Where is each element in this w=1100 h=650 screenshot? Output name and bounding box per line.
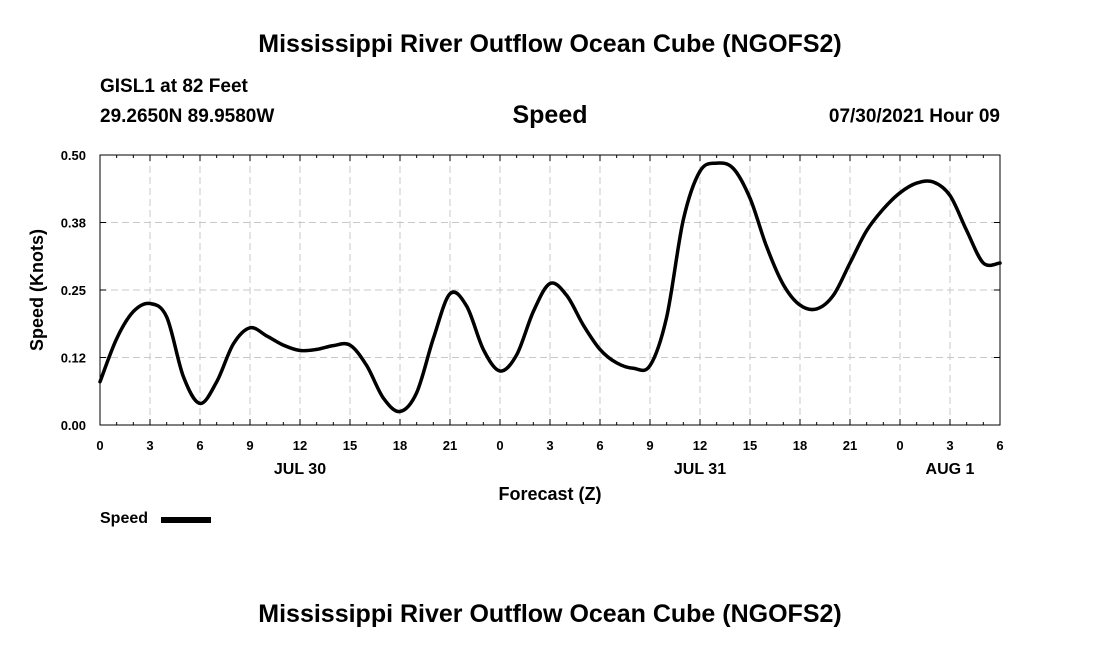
footer-title: Mississippi River Outflow Ocean Cube (NG…: [258, 600, 842, 628]
x-tick-label: 6: [596, 438, 603, 453]
x-tick-label: 6: [996, 438, 1003, 453]
x-tick-label: 3: [146, 438, 153, 453]
station-label: GISL1 at 82 Feet: [100, 76, 248, 97]
x-tick-label: 15: [743, 438, 757, 453]
legend-label: Speed: [100, 510, 149, 527]
x-tick-label: 0: [496, 438, 503, 453]
variable-title: Speed: [512, 101, 588, 129]
series-layer: [98, 161, 1002, 414]
x-tick-label: 12: [293, 438, 307, 453]
x-tick-label: 3: [946, 438, 953, 453]
x-tick-label: 18: [793, 438, 807, 453]
x-tick-label: 12: [693, 438, 707, 453]
date-label: JUL 30: [274, 461, 326, 478]
date-label: AUG 1: [926, 461, 975, 478]
x-tick-label: 0: [96, 438, 103, 453]
y-tick-label: 0.00: [61, 418, 86, 433]
speed-series-line: [98, 161, 1002, 414]
x-tick-label: 15: [343, 438, 357, 453]
x-axis-title: Forecast (Z): [498, 484, 601, 504]
y-tick-label: 0.50: [61, 148, 86, 163]
x-tick-label: 3: [546, 438, 553, 453]
x-tick-label: 9: [646, 438, 653, 453]
grid-lines: [100, 155, 1000, 425]
x-tick-label: 21: [843, 438, 857, 453]
station-coordinates: 29.2650N 89.9580W: [100, 106, 275, 127]
y-tick-label: 0.38: [61, 216, 86, 231]
x-tick-label: 9: [246, 438, 253, 453]
x-tick-label: 18: [393, 438, 407, 453]
x-tick-label: 6: [196, 438, 203, 453]
y-tick-label: 0.12: [61, 351, 86, 366]
y-axis-title: Speed (Knots): [27, 229, 47, 351]
y-tick-label: 0.25: [61, 283, 86, 298]
legend-swatch: [161, 517, 211, 523]
chart-title: Mississippi River Outflow Ocean Cube (NG…: [258, 30, 842, 58]
x-tick-label: 0: [896, 438, 903, 453]
axis-ticks: 0 3 6 9 12 15 18 21 0 3 6 9 12 15 18 21 0 3 6 0.00 0.12 0.25 0…: [61, 148, 1004, 478]
forecast-datetime: 07/30/2021 Hour 09: [828, 106, 1000, 127]
x-tick-label: 21: [443, 438, 457, 453]
date-label: JUL 31: [674, 461, 726, 478]
